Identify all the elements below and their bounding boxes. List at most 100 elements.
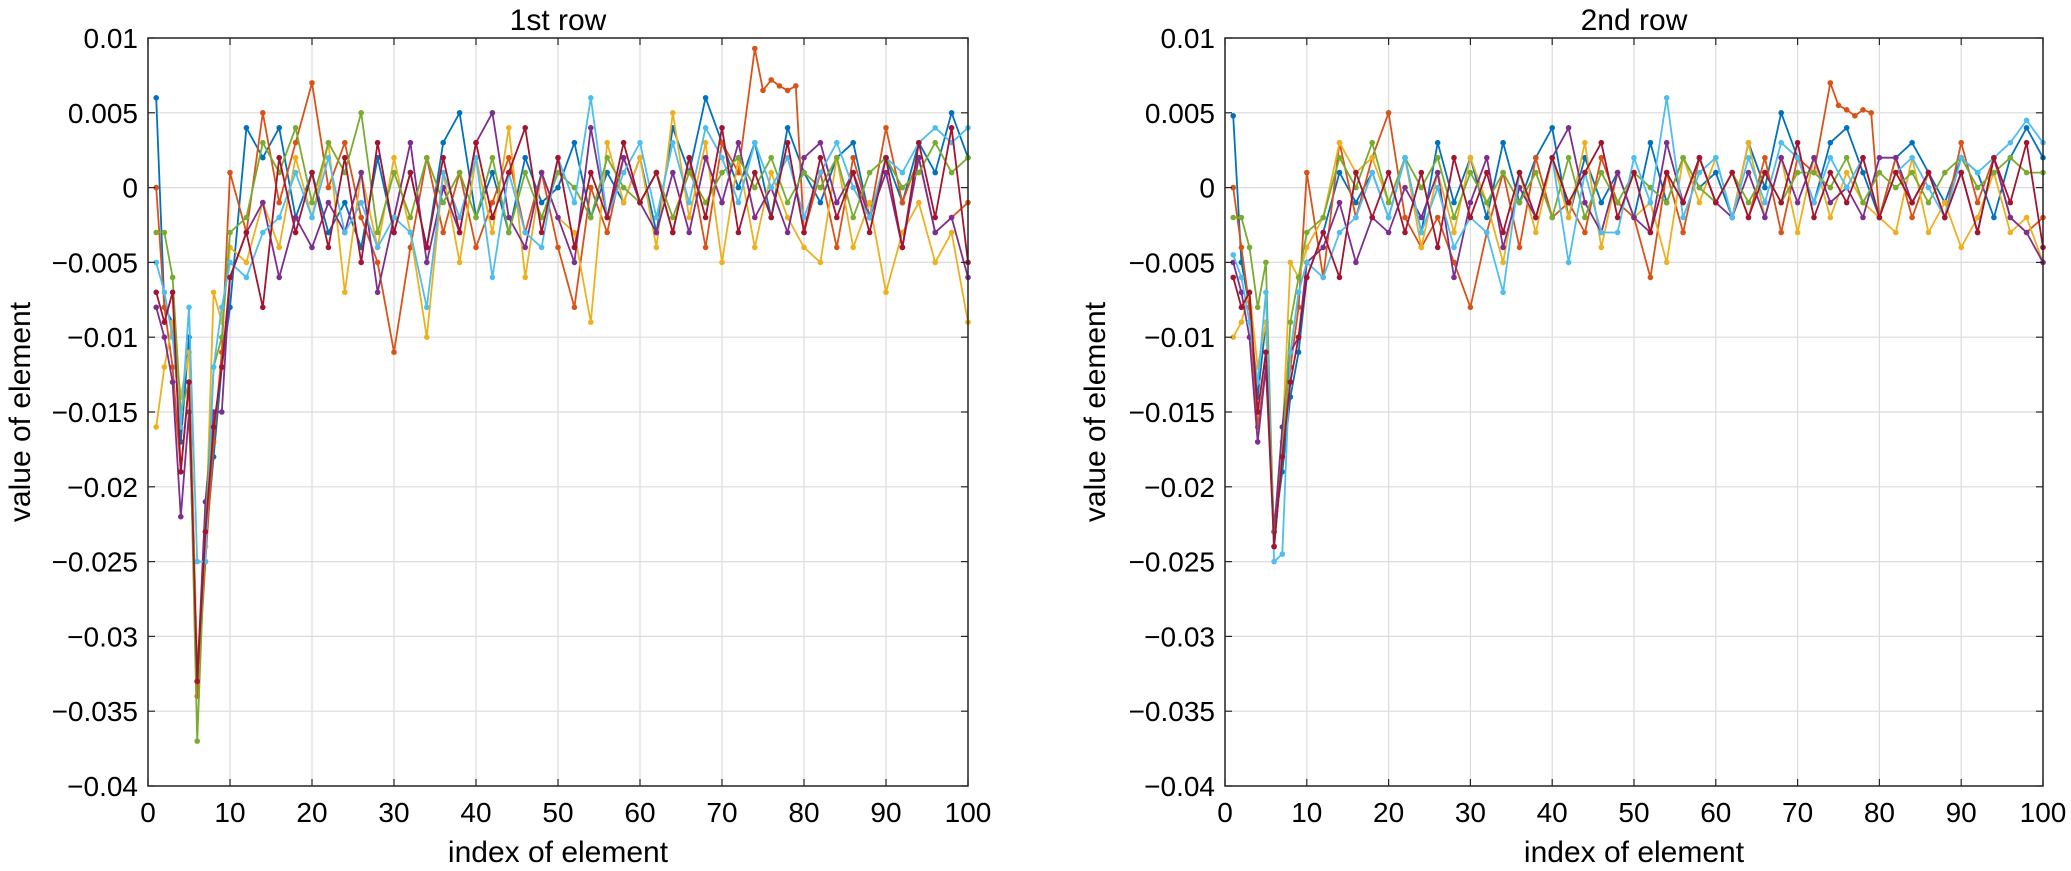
data-point: [1336, 139, 1343, 146]
data-point: [210, 364, 217, 370]
data-point: [1500, 289, 1506, 296]
data-point: [1876, 154, 1883, 161]
data-point: [1263, 289, 1269, 296]
data-point: [817, 139, 824, 146]
data-point: [801, 154, 807, 161]
data-point: [276, 244, 283, 251]
data-point: [686, 154, 692, 161]
data-point: [1434, 139, 1441, 146]
data-point: [1647, 139, 1654, 146]
data-point: [1451, 229, 1457, 236]
data-point: [735, 139, 742, 146]
data-point: [1631, 169, 1637, 176]
data-point: [1598, 139, 1605, 146]
x-tick-label: 10: [214, 797, 245, 828]
data-point: [653, 214, 660, 221]
data-point: [1925, 229, 1932, 236]
data-point: [522, 244, 528, 251]
data-point: [768, 214, 774, 221]
data-point: [1680, 229, 1686, 236]
data-point: [817, 154, 824, 161]
data-point: [932, 169, 938, 176]
y-tick-label: 0.005: [1145, 98, 1215, 129]
data-point: [620, 199, 627, 206]
data-point: [1549, 154, 1555, 161]
data-point: [1663, 199, 1670, 206]
data-point: [2007, 154, 2014, 161]
data-point: [1484, 154, 1490, 161]
data-point: [883, 169, 889, 176]
data-point: [1778, 139, 1784, 146]
data-point: [899, 184, 906, 191]
data-point: [309, 169, 315, 176]
data-point: [555, 184, 561, 191]
data-point: [342, 154, 348, 161]
data-point: [2007, 139, 2014, 146]
y-tick-label: 0.005: [68, 98, 138, 129]
data-point: [219, 304, 225, 311]
series-7: [153, 125, 971, 685]
data-point: [1974, 169, 1981, 176]
data-point: [1843, 154, 1850, 161]
data-point: [1230, 252, 1236, 258]
data-point: [342, 229, 348, 236]
data-point: [440, 199, 447, 206]
data-point: [424, 259, 430, 266]
data-point: [719, 154, 725, 161]
data-point: [210, 424, 217, 430]
chart-title: 1st row: [510, 4, 607, 37]
data-point: [260, 229, 266, 236]
data-point: [1942, 169, 1948, 176]
data-point: [1974, 184, 1981, 191]
x-tick-label: 80: [788, 797, 819, 828]
data-point: [1827, 169, 1834, 176]
data-point: [1500, 244, 1506, 251]
data-point: [1279, 454, 1286, 460]
ticks: 0 10 20 30 40 50 60 70 80 90 100 0.01 0.005 0 −0.005 −0…: [1129, 23, 2067, 828]
data-point: [1680, 154, 1686, 161]
data-point: [309, 244, 315, 251]
data-point: [1500, 259, 1506, 266]
data-point: [735, 154, 742, 161]
data-point: [899, 169, 906, 176]
data-point: [1745, 199, 1752, 206]
data-point: [932, 125, 938, 131]
data-point: [1353, 259, 1359, 266]
data-point: [309, 80, 315, 86]
data-point: [153, 289, 159, 296]
y-tick-label: −0.01: [67, 322, 138, 353]
data-point: [1467, 304, 1474, 311]
data-point: [801, 169, 807, 176]
data-point: [1794, 229, 1801, 236]
x-tick-label: 90: [870, 797, 901, 828]
data-point: [948, 214, 955, 221]
data-point: [194, 558, 200, 565]
data-point: [1565, 214, 1572, 221]
data-point: [1762, 169, 1768, 176]
data-point: [1958, 154, 1964, 161]
data-point: [620, 139, 627, 146]
data-point: [793, 83, 799, 89]
data-point: [1647, 199, 1654, 206]
x-tick-label: 60: [624, 797, 655, 828]
data-point: [1827, 184, 1834, 191]
data-point: [1713, 154, 1719, 161]
data-point: [1647, 274, 1654, 281]
data-point: [1794, 199, 1801, 206]
data-point: [1958, 244, 1964, 251]
data-point: [571, 199, 578, 206]
data-point: [161, 229, 168, 236]
data-point: [1500, 229, 1506, 236]
data-point: [571, 304, 578, 311]
data-point: [1320, 214, 1326, 221]
data-point: [670, 229, 676, 236]
data-point: [1254, 439, 1261, 445]
data-point: [391, 349, 397, 356]
data-point: [1385, 169, 1392, 176]
data-point: [604, 154, 610, 161]
data-point: [1860, 169, 1866, 176]
y-tick-label: −0.015: [52, 397, 138, 428]
data-point: [489, 229, 496, 236]
data-point: [637, 199, 643, 206]
